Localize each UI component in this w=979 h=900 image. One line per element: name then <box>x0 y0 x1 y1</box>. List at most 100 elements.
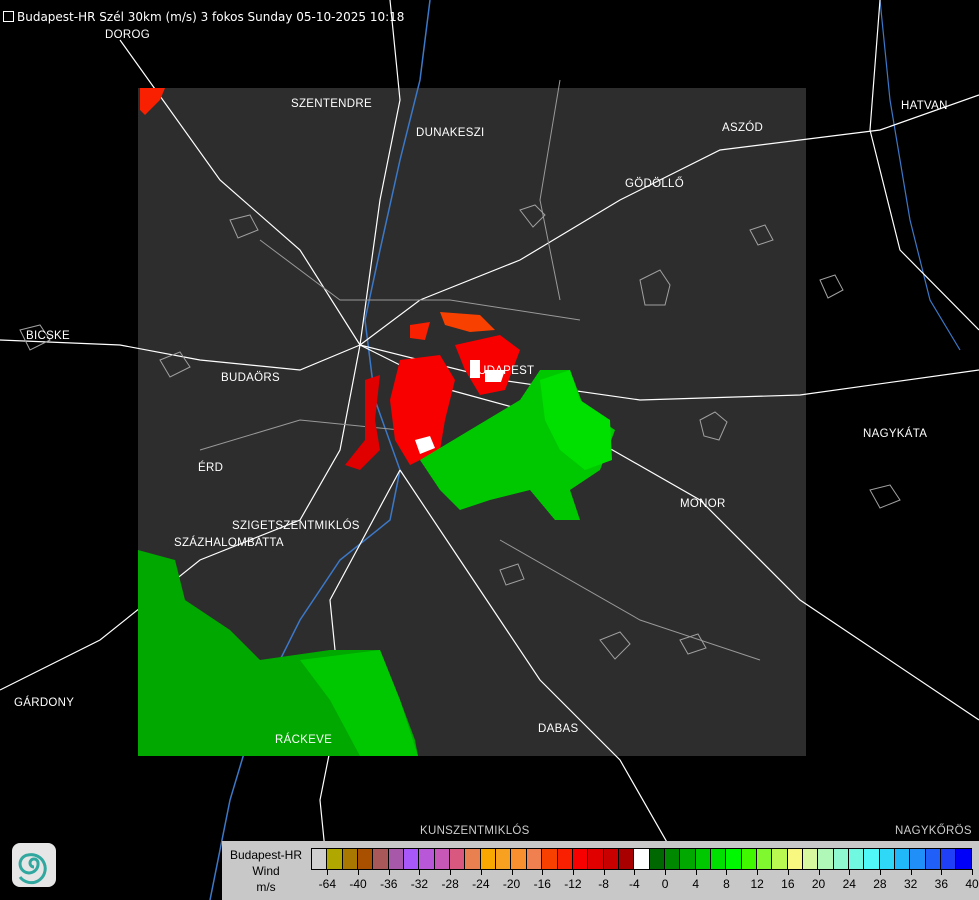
city-label: BUDAPEST <box>470 365 535 377</box>
legend-tick <box>818 869 820 875</box>
legend-swatch <box>849 849 865 869</box>
city-label: KUNSZENTMIKLÓS <box>420 825 530 837</box>
legend-tick-label: -28 <box>441 877 459 891</box>
legend-tick-label: -36 <box>380 877 398 891</box>
legend-swatch <box>680 849 696 869</box>
legend-swatch <box>910 849 926 869</box>
legend-swatch <box>419 849 435 869</box>
legend-unit: m/s <box>256 880 276 894</box>
legend-swatch <box>588 849 604 869</box>
city-label: BICSKE <box>26 330 70 342</box>
legend-swatch <box>879 849 896 869</box>
color-legend: Budapest-HR Wind m/s -64 -40 -36 -32 -28 -24-… <box>222 841 979 900</box>
document-icon <box>3 11 14 22</box>
legend-swatch <box>818 849 834 869</box>
legend-tick-label: -12 <box>564 877 582 891</box>
legend-tick <box>358 869 360 875</box>
legend-tick-label: 28 <box>873 877 887 891</box>
legend-tick-label: -8 <box>598 877 609 891</box>
legend-tick <box>695 869 697 875</box>
legend-tick-label: -4 <box>629 877 640 891</box>
legend-tick <box>757 869 759 875</box>
legend-swatch <box>342 849 359 869</box>
legend-swatch <box>941 849 957 869</box>
city-label: DUNAKESZI <box>416 127 485 139</box>
legend-swatch <box>833 849 850 869</box>
legend-swatch <box>312 849 328 869</box>
city-label: RÁCKEVE <box>275 734 333 746</box>
legend-swatch <box>511 849 527 869</box>
legend-tick <box>879 869 881 875</box>
legend-tick <box>787 869 789 875</box>
legend-tick <box>634 869 636 875</box>
legend-swatch <box>388 849 405 869</box>
city-label: BUDAÖRS <box>221 372 280 384</box>
legend-tick-label: 36 <box>934 877 949 891</box>
legend-tick-label: -32 <box>410 877 429 891</box>
map-title: Budapest-HR Szél 30km (m/s) 3 fokos Sund… <box>3 10 404 24</box>
legend-tick-label: 20 <box>811 877 826 891</box>
legend-tick <box>419 869 421 875</box>
legend-swatch <box>603 849 619 869</box>
swirl-icon <box>18 853 47 885</box>
legend-tick <box>388 869 390 875</box>
legend-tick-label: 40 <box>965 877 979 891</box>
legend-tick <box>941 869 943 875</box>
legend-swatch <box>358 849 374 869</box>
legend-swatch <box>864 849 880 869</box>
legend-swatch <box>572 849 589 869</box>
legend-tick-label: -64 <box>318 877 337 891</box>
city-label: SZENTENDRE <box>291 98 372 110</box>
legend-swatch <box>803 849 819 869</box>
legend-swatch <box>496 849 512 869</box>
legend-tick <box>665 869 667 875</box>
legend-color-scale <box>311 848 972 870</box>
legend-tick <box>603 869 605 875</box>
city-label: GÖDÖLLŐ <box>625 178 684 190</box>
legend-swatch <box>710 849 727 869</box>
settlement-outlines <box>19 204 901 660</box>
legend-swatch <box>634 849 650 869</box>
legend-swatch <box>480 849 497 869</box>
road-network-minor <box>199 79 761 661</box>
legend-tick <box>542 869 544 875</box>
legend-tick <box>450 869 452 875</box>
legend-swatch <box>327 849 343 869</box>
legend-swatch <box>542 849 558 869</box>
legend-tick-label: -20 <box>502 877 521 891</box>
legend-swatch <box>741 849 757 869</box>
city-label: ASZÓD <box>722 122 764 134</box>
legend-tick-label: 0 <box>661 877 669 891</box>
river <box>879 0 961 351</box>
met-service-swirl-logo <box>12 843 56 887</box>
city-label: ÉRD <box>198 462 224 474</box>
legend-tick <box>480 869 482 875</box>
legend-tick <box>849 869 851 875</box>
city-label: SZIGETSZENTMIKLÓS <box>232 520 360 532</box>
legend-swatch <box>895 849 911 869</box>
city-label: DABAS <box>538 723 579 735</box>
legend-swatch <box>695 849 711 869</box>
city-label: SZÁZHALOMBATTA <box>174 537 284 549</box>
city-label: NAGYKŐRÖS <box>895 825 972 837</box>
legend-tick-label: 32 <box>903 877 918 891</box>
legend-tick-label: -24 <box>472 877 490 891</box>
legend-title: Budapest-HR Wind m/s <box>224 847 308 895</box>
legend-swatch <box>787 849 803 869</box>
legend-swatch <box>434 849 451 869</box>
legend-tick-label: 12 <box>750 877 764 891</box>
radar-echo-approaching <box>138 370 615 756</box>
legend-swatch <box>465 849 481 869</box>
legend-swatch <box>618 849 635 869</box>
radar-coverage-area <box>138 88 806 756</box>
title-text: Budapest-HR Szél 30km (m/s) 3 fokos Sund… <box>17 10 405 24</box>
legend-swatch <box>450 849 466 869</box>
legend-tick <box>572 869 574 875</box>
legend-tick-label: 24 <box>842 877 856 891</box>
city-label: GÁRDONY <box>14 697 75 709</box>
legend-station: Budapest-HR <box>229 848 303 862</box>
legend-swatch <box>526 849 543 869</box>
legend-swatch <box>557 849 573 869</box>
legend-swatch <box>404 849 420 869</box>
